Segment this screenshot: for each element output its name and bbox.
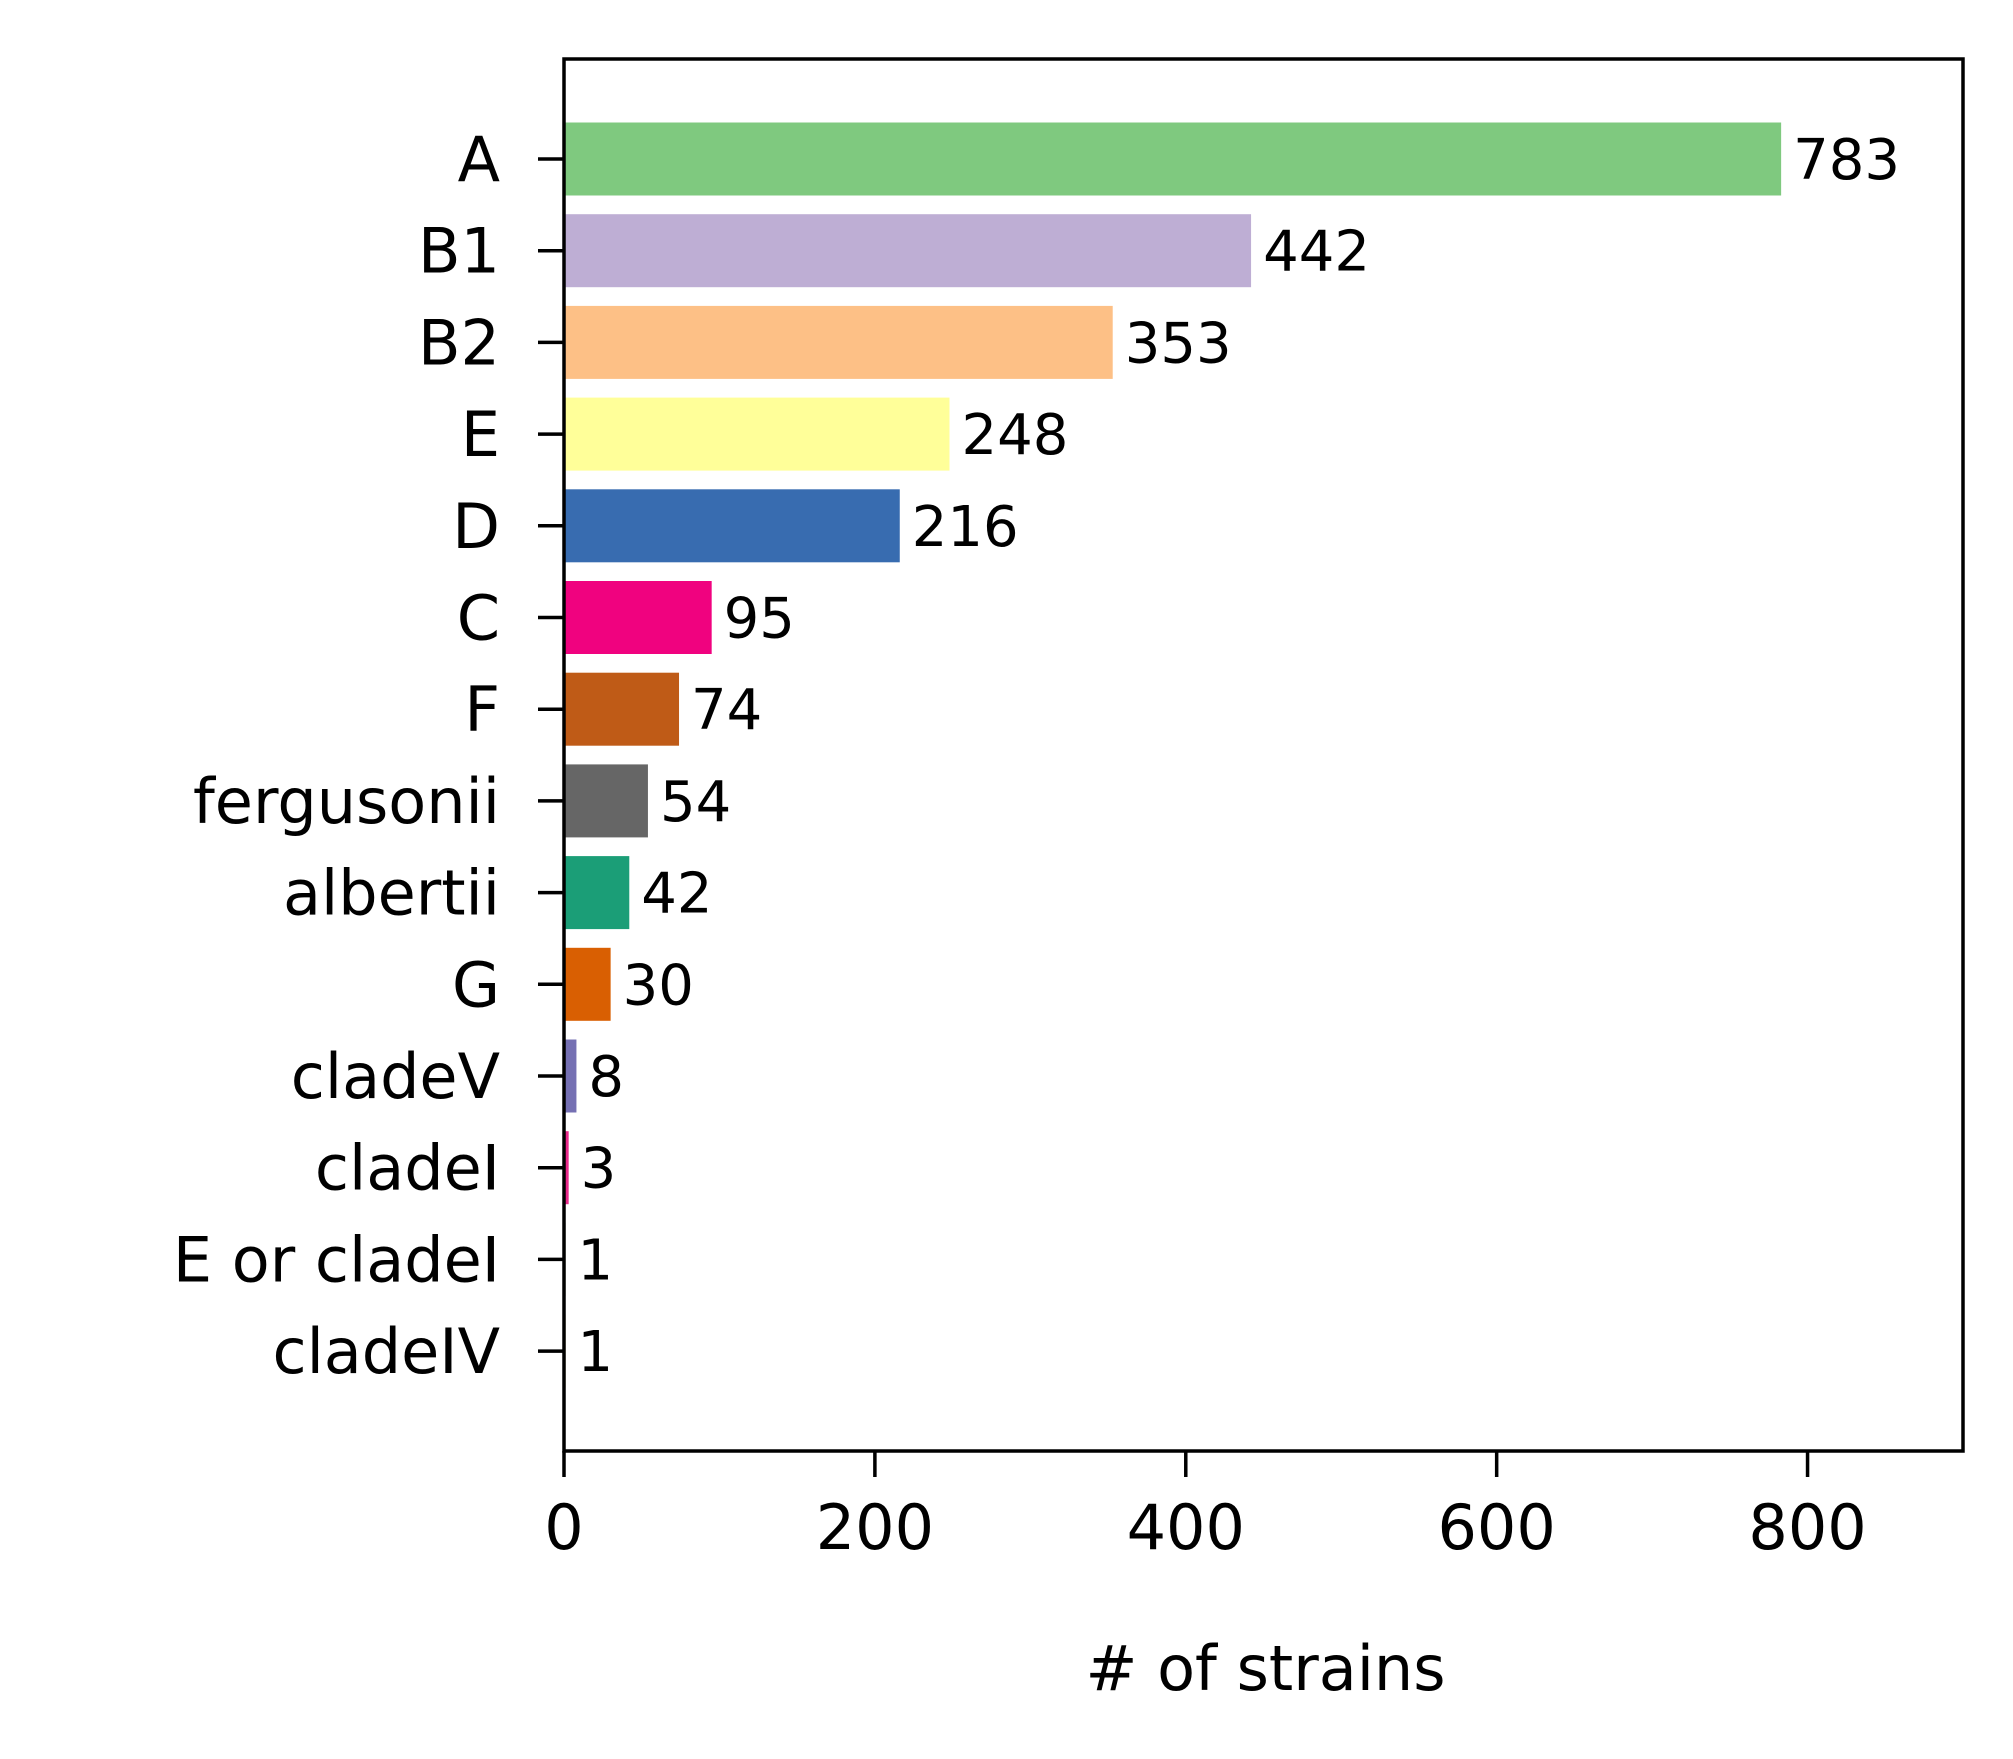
bar-c — [564, 581, 712, 654]
bar-albertii — [564, 856, 630, 930]
y-tick-label-b1: B1 — [418, 215, 500, 288]
y-tick-label-e-or-cladei: E or cladeI — [173, 1223, 500, 1296]
y-tick-label-e: E — [461, 398, 500, 471]
value-label-c: 95 — [724, 587, 795, 652]
y-tick-label-d: D — [452, 490, 500, 563]
value-label-g: 30 — [623, 953, 694, 1018]
y-tick-label-b2: B2 — [418, 306, 500, 379]
bar-f — [564, 672, 680, 746]
x-tick-label-200: 200 — [816, 1491, 934, 1564]
value-label-fergusonii: 54 — [660, 770, 731, 835]
x-tick-label-400: 400 — [1127, 1491, 1245, 1564]
y-tick-label-albertii: albertii — [283, 857, 500, 930]
x-axis-label: # of strains — [1085, 1632, 1445, 1705]
y-tick-label-f: F — [464, 673, 500, 746]
y-tick-label-fergusonii: fergusonii — [193, 765, 500, 838]
value-label-albertii: 42 — [641, 862, 712, 927]
value-label-e: 248 — [962, 403, 1069, 468]
bar-cladev — [564, 1039, 577, 1113]
bar-g — [564, 947, 611, 1021]
x-tick-label-800: 800 — [1748, 1491, 1866, 1564]
value-label-b1: 442 — [1263, 220, 1370, 285]
x-tick-label-0: 0 — [544, 1491, 583, 1564]
bar-d — [564, 489, 900, 563]
bar-cladei — [564, 1131, 569, 1205]
bar-b1 — [564, 214, 1252, 288]
bar-e — [564, 397, 950, 471]
value-label-b2: 353 — [1125, 311, 1232, 376]
y-tick-label-cladei: cladeI — [315, 1132, 500, 1205]
value-label-f: 74 — [691, 678, 762, 743]
value-label-a: 783 — [1793, 128, 1900, 193]
y-tick-label-a: A — [458, 123, 500, 196]
bar-fergusonii — [564, 764, 648, 838]
value-label-cladev: 8 — [588, 1045, 624, 1110]
bar-b2 — [564, 305, 1113, 379]
y-tick-label-cladev: cladeV — [291, 1040, 500, 1113]
bars-group — [564, 122, 1782, 1388]
y-tick-label-g: G — [452, 948, 500, 1021]
value-label-e-or-cladei: 1 — [578, 1228, 614, 1293]
x-tick-label-600: 600 — [1437, 1491, 1555, 1564]
y-tick-label-cladeiv: cladeIV — [272, 1315, 500, 1388]
y-tick-label-c: C — [457, 582, 500, 655]
x-axis: 0 200 400 600 800 — [544, 1451, 1867, 1564]
bar-a — [564, 122, 1782, 196]
value-label-cladeiv: 1 — [578, 1320, 614, 1385]
plot-frame — [562, 57, 1965, 1453]
value-labels-group: 783 442 353 248 216 95 74 54 42 30 8 3 1 1 — [578, 128, 1900, 1385]
value-label-cladei: 3 — [581, 1137, 617, 1202]
value-label-d: 216 — [912, 495, 1019, 560]
